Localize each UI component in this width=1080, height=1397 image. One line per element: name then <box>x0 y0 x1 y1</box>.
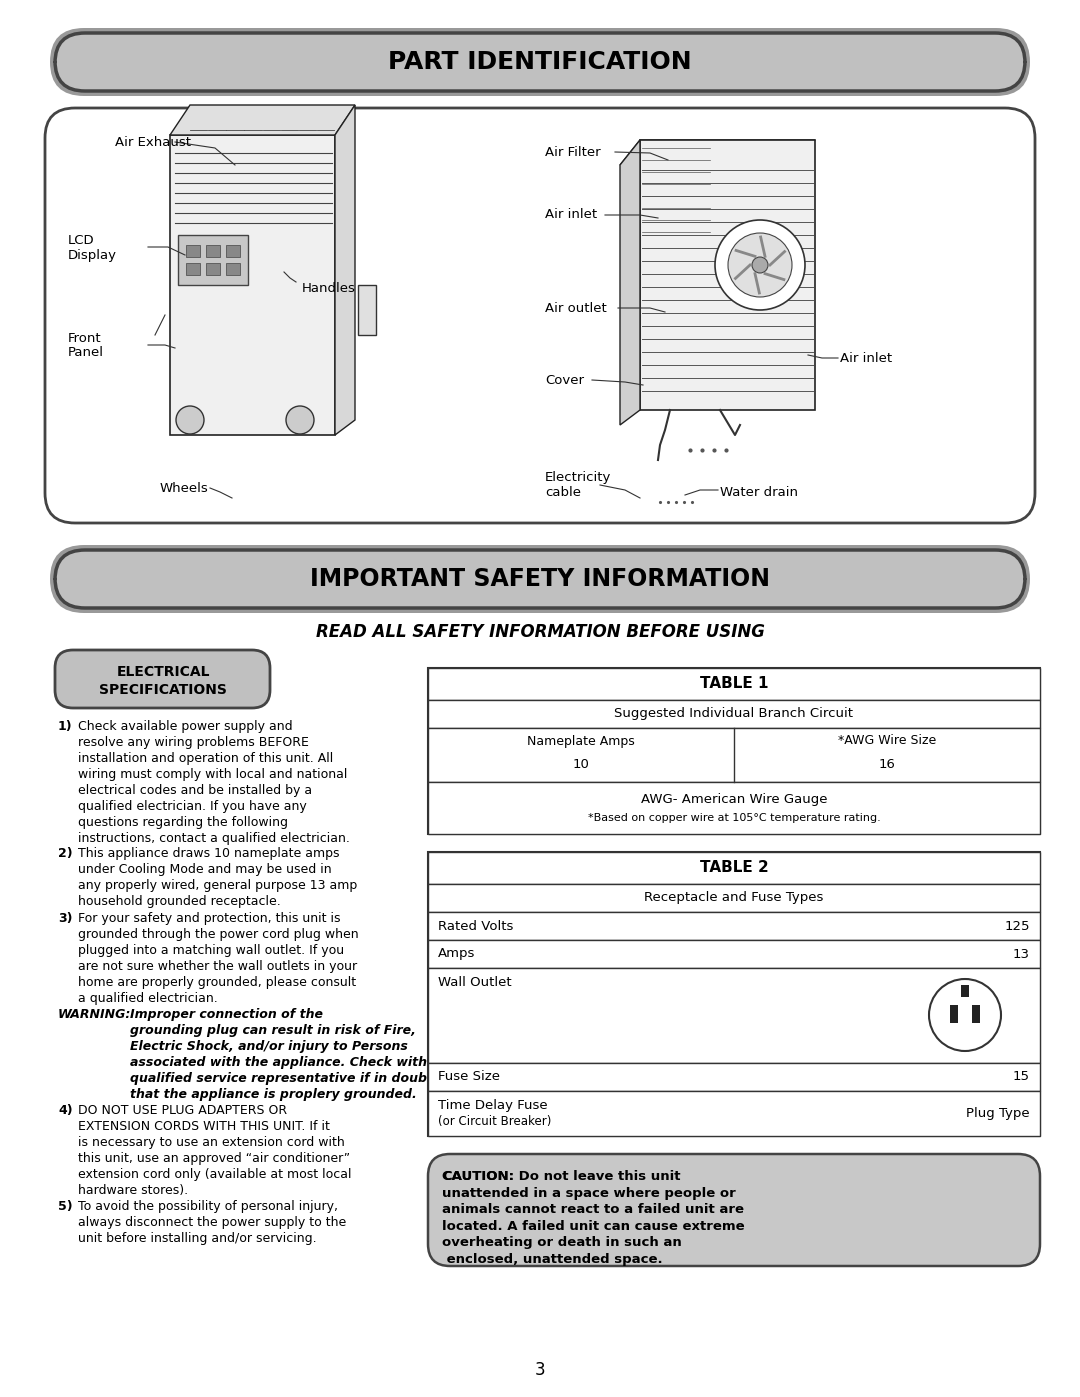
Text: 10: 10 <box>572 757 590 771</box>
Polygon shape <box>335 105 355 434</box>
Bar <box>226 263 240 275</box>
Text: 1): 1) <box>58 719 72 733</box>
Text: Wall Outlet: Wall Outlet <box>438 975 512 989</box>
FancyBboxPatch shape <box>50 545 1030 613</box>
Text: Air inlet: Air inlet <box>840 352 892 365</box>
Text: Check available power supply and
resolve any wiring problems BEFORE
installation: Check available power supply and resolve… <box>78 719 350 845</box>
Text: Plug Type: Plug Type <box>967 1106 1030 1119</box>
Bar <box>186 263 200 275</box>
Text: Display: Display <box>68 249 117 261</box>
Text: 4): 4) <box>58 1104 72 1118</box>
Text: Rated Volts: Rated Volts <box>438 919 513 933</box>
Text: 125: 125 <box>1004 919 1030 933</box>
Bar <box>428 668 1040 834</box>
Text: Amps: Amps <box>438 947 475 961</box>
Text: (or Circuit Breaker): (or Circuit Breaker) <box>438 1115 552 1129</box>
Text: Receptacle and Fuse Types: Receptacle and Fuse Types <box>645 891 824 904</box>
Text: 16: 16 <box>878 757 895 771</box>
Text: Suggested Individual Branch Circuit: Suggested Individual Branch Circuit <box>615 707 853 721</box>
Bar <box>950 1004 958 1023</box>
Text: Handles: Handles <box>302 282 356 295</box>
Text: TABLE 1: TABLE 1 <box>700 676 768 692</box>
Text: Panel: Panel <box>68 346 104 359</box>
Bar <box>226 244 240 257</box>
FancyBboxPatch shape <box>50 28 1030 96</box>
Text: Air inlet: Air inlet <box>545 208 597 222</box>
Text: *Based on copper wire at 105°C temperature rating.: *Based on copper wire at 105°C temperatu… <box>588 813 880 823</box>
Bar <box>428 1063 1040 1091</box>
Text: Cover: Cover <box>545 373 584 387</box>
Bar <box>186 244 200 257</box>
Text: Front: Front <box>68 331 102 345</box>
FancyBboxPatch shape <box>45 108 1035 522</box>
Text: 2): 2) <box>58 847 72 861</box>
Polygon shape <box>620 140 815 165</box>
Text: 3): 3) <box>58 912 72 925</box>
Circle shape <box>286 407 314 434</box>
Text: 3: 3 <box>535 1361 545 1379</box>
Text: cable: cable <box>545 486 581 500</box>
Text: This appliance draws 10 nameplate amps
under Cooling Mode and may be used in
any: This appliance draws 10 nameplate amps u… <box>78 847 357 908</box>
Bar <box>206 263 220 275</box>
Text: PART IDENTIFICATION: PART IDENTIFICATION <box>388 50 692 74</box>
Text: ELECTRICAL: ELECTRICAL <box>117 665 210 679</box>
Text: Fuse Size: Fuse Size <box>438 1070 500 1084</box>
FancyBboxPatch shape <box>55 550 1025 608</box>
FancyBboxPatch shape <box>428 1154 1040 1266</box>
Text: *AWG Wire Size: *AWG Wire Size <box>838 735 936 747</box>
Text: DO NOT USE PLUG ADAPTERS OR
EXTENSION CORDS WITH THIS UNIT. If it
is necessary t: DO NOT USE PLUG ADAPTERS OR EXTENSION CO… <box>78 1104 351 1197</box>
Text: CAUTION:: CAUTION: <box>442 1171 514 1183</box>
FancyBboxPatch shape <box>55 34 1025 91</box>
Text: LCD: LCD <box>68 233 95 246</box>
Bar <box>428 852 1040 884</box>
Bar <box>178 235 248 285</box>
Bar <box>428 668 1040 700</box>
Text: Nameplate Amps: Nameplate Amps <box>527 735 635 747</box>
Text: TABLE 2: TABLE 2 <box>700 861 768 876</box>
Circle shape <box>715 219 805 310</box>
Text: 15: 15 <box>1013 1070 1030 1084</box>
Bar <box>428 912 1040 940</box>
Circle shape <box>929 979 1001 1051</box>
Bar <box>428 1091 1040 1136</box>
Text: Air outlet: Air outlet <box>545 302 607 314</box>
Polygon shape <box>640 140 815 409</box>
Text: Air Exhaust: Air Exhaust <box>114 136 191 148</box>
Bar <box>428 852 1040 1136</box>
Text: WARNING:: WARNING: <box>58 1009 132 1021</box>
Circle shape <box>728 233 792 298</box>
FancyBboxPatch shape <box>55 650 270 708</box>
Text: 13: 13 <box>1013 947 1030 961</box>
Text: 5): 5) <box>58 1200 72 1213</box>
Polygon shape <box>357 285 376 335</box>
Text: Improper connection of the
grounding plug can result in risk of Fire,
Electric S: Improper connection of the grounding plu… <box>130 1009 440 1101</box>
Bar <box>428 700 1040 728</box>
Text: CAUTION: Do not leave this unit
unattended in a space where people or
animals ca: CAUTION: Do not leave this unit unattend… <box>442 1171 744 1266</box>
Text: READ ALL SAFETY INFORMATION BEFORE USING: READ ALL SAFETY INFORMATION BEFORE USING <box>315 623 765 641</box>
Text: Air Filter: Air Filter <box>545 145 600 158</box>
Bar <box>428 782 1040 834</box>
Bar <box>428 728 1040 782</box>
Circle shape <box>176 407 204 434</box>
Polygon shape <box>620 140 640 425</box>
Text: For your safety and protection, this unit is
grounded through the power cord plu: For your safety and protection, this uni… <box>78 912 359 1004</box>
Text: AWG- American Wire Gauge: AWG- American Wire Gauge <box>640 792 827 806</box>
Text: Time Delay Fuse: Time Delay Fuse <box>438 1098 548 1112</box>
Text: To avoid the possibility of personal injury,
always disconnect the power supply : To avoid the possibility of personal inj… <box>78 1200 347 1245</box>
Text: Water drain: Water drain <box>720 486 798 500</box>
Text: SPECIFICATIONS: SPECIFICATIONS <box>99 683 227 697</box>
Circle shape <box>752 257 768 272</box>
Polygon shape <box>170 105 355 136</box>
Bar <box>428 968 1040 1063</box>
Text: Wheels: Wheels <box>160 482 208 495</box>
Bar <box>972 1004 980 1023</box>
Bar <box>428 884 1040 912</box>
Text: IMPORTANT SAFETY INFORMATION: IMPORTANT SAFETY INFORMATION <box>310 567 770 591</box>
Bar <box>961 985 969 997</box>
Bar <box>428 940 1040 968</box>
Bar <box>206 244 220 257</box>
Text: Electricity: Electricity <box>545 472 611 485</box>
Polygon shape <box>170 136 335 434</box>
